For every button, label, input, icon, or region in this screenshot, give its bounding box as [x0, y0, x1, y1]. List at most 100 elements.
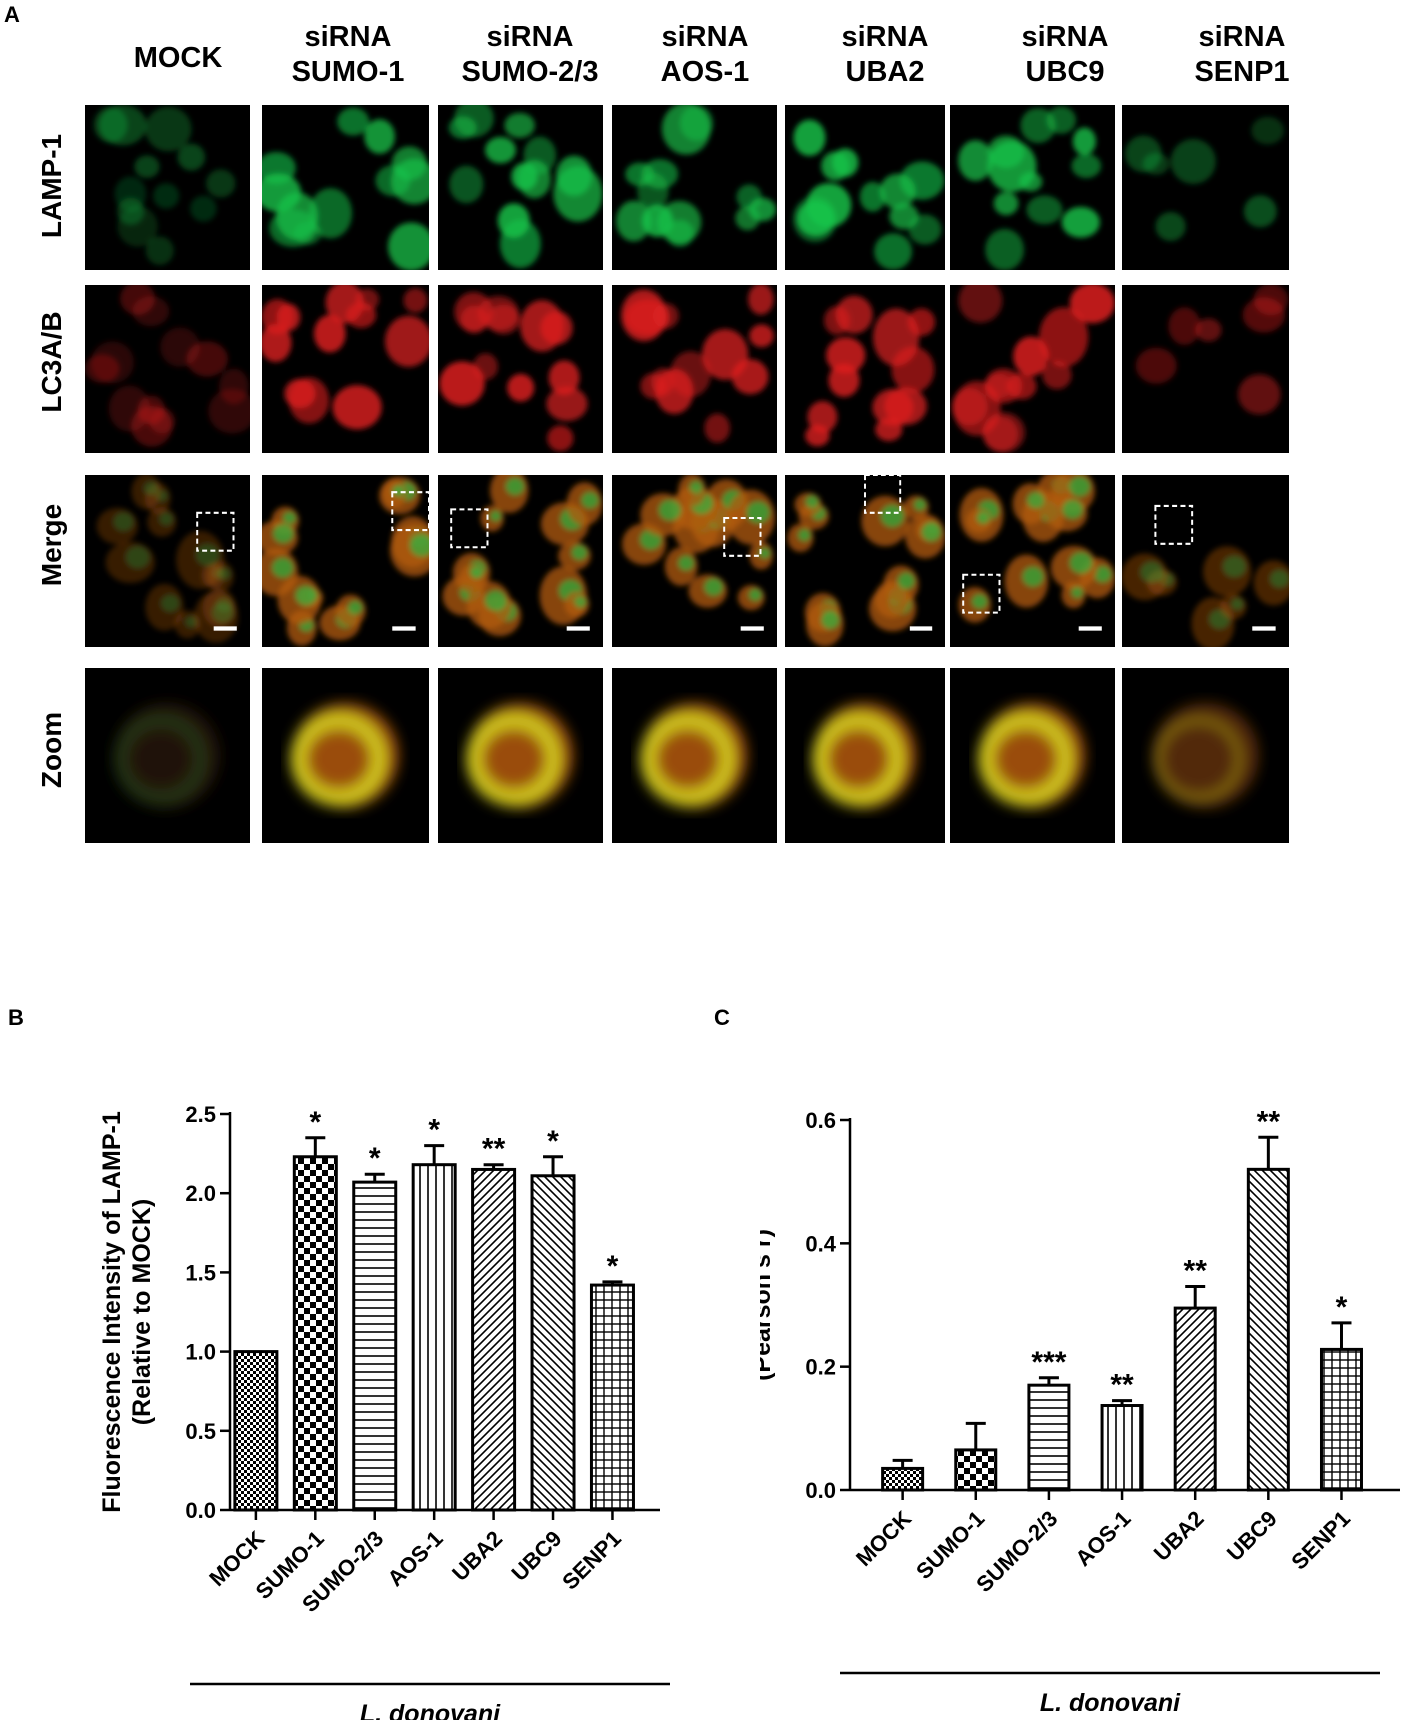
micrograph-merge-4	[785, 475, 945, 647]
chart-c: 0.00.20.40.6Pearson correlation coeffici…	[760, 1060, 1410, 1720]
micrograph-zoom-0	[85, 668, 250, 843]
micrograph-zoom-4	[785, 668, 945, 843]
y-tick-label: 2.0	[185, 1181, 216, 1206]
bar-uba2	[471, 1167, 517, 1512]
significance-mark: *	[309, 1106, 321, 1139]
y-tick-label: 1.5	[185, 1260, 216, 1285]
bar-ubc9	[1246, 1167, 1290, 1492]
row-label-zoom: Zoom	[36, 711, 67, 789]
y-tick-label: 0.5	[185, 1419, 216, 1444]
col-head-line2: SUMO-1	[291, 56, 405, 88]
micrograph-merge-5	[950, 475, 1115, 647]
micrograph-merge-2	[438, 475, 603, 647]
col-head-sumo23: siRNA SUMO-2/3	[445, 20, 615, 90]
group-label: L. donovani	[360, 1700, 501, 1720]
col-head-ubc9: siRNA UBC9	[980, 20, 1150, 90]
micrograph-merge-6	[1122, 475, 1289, 647]
x-tick-label: AOS-1	[1070, 1506, 1135, 1571]
bar-sumo-1	[954, 1448, 998, 1492]
col-head-line2: UBC9	[1025, 56, 1105, 88]
col-head-line1: siRNA	[661, 21, 749, 53]
micrograph-lc3-5	[950, 285, 1115, 453]
bar-sumo-2-3	[352, 1180, 398, 1512]
col-head-uba2: siRNA UBA2	[800, 20, 970, 90]
significance-mark: *	[607, 1250, 619, 1283]
col-head-line1: siRNA	[486, 21, 574, 53]
panel-c-letter: C	[714, 1005, 730, 1030]
y-tick-label: 0.0	[805, 1478, 836, 1503]
col-head-line2: UBA2	[845, 56, 925, 88]
chart-b: 0.0 0.5 1.0 1.5 2.0 2.5 Fluorescence Intensity…	[40, 1080, 700, 1720]
col-head-line2: SENP1	[1194, 56, 1290, 88]
col-head-line2: SUMO-2/3	[461, 56, 599, 88]
micrograph-lamp1-0	[85, 105, 250, 270]
y-tick-label: 2.5	[185, 1102, 216, 1127]
micrograph-lamp1-1	[262, 105, 429, 270]
bar-mock	[233, 1350, 279, 1512]
y-tick-label: 0.6	[805, 1108, 836, 1133]
col-head-line1: siRNA	[304, 21, 392, 53]
micrograph-merge-1	[262, 475, 429, 647]
col-head-line1: siRNA	[1021, 21, 1109, 53]
x-tick-label: UBA2	[1149, 1506, 1209, 1566]
y-axis-label-line2: (Relative to MOCK)	[128, 1199, 156, 1425]
significance-mark: *	[1336, 1291, 1348, 1324]
y-tick-label: 1.0	[185, 1340, 216, 1365]
significance-mark: *	[547, 1125, 559, 1158]
x-tick-label: UBC9	[1222, 1506, 1282, 1566]
y-axis-label: Fluorescence Intensity of LAMP-1	[98, 1111, 126, 1513]
micrograph-zoom-1	[262, 668, 429, 843]
micrograph-lc3-4	[785, 285, 945, 453]
y-tick-label: 0.2	[805, 1355, 836, 1380]
micrograph-lc3-0	[85, 285, 250, 453]
significance-mark: **	[1184, 1255, 1208, 1288]
bar-aos-1	[1100, 1404, 1144, 1492]
bar-ubc9	[530, 1174, 576, 1512]
col-head-senp1: siRNA SENP1	[1157, 20, 1327, 90]
micrograph-zoom-3	[612, 668, 777, 843]
bar-uba2	[1173, 1306, 1217, 1492]
micrograph-lc3-2	[438, 285, 603, 453]
micrograph-lamp1-2	[438, 105, 603, 270]
micrograph-lc3-6	[1122, 285, 1289, 453]
micrograph-lc3-1	[262, 285, 429, 453]
micrograph-zoom-2	[438, 668, 603, 843]
micrograph-lamp1-3	[612, 105, 777, 270]
micrograph-zoom-5	[950, 668, 1115, 843]
micrograph-merge-3	[612, 475, 777, 647]
micrograph-lamp1-4	[785, 105, 945, 270]
chart-b-svg: 0.0 0.5 1.0 1.5 2.0 2.5 Fluorescence Intensity…	[98, 1102, 670, 1720]
significance-mark: **	[1110, 1369, 1134, 1402]
bar-mock	[881, 1466, 925, 1492]
y-axis-label-line2: (Pearson's r)	[760, 1229, 776, 1381]
micrograph-lamp1-5	[950, 105, 1115, 270]
significance-mark: *	[428, 1114, 440, 1147]
bar-senp1	[1319, 1347, 1363, 1492]
x-tick-label: UBA2	[447, 1526, 507, 1586]
significance-mark: **	[482, 1133, 506, 1166]
x-tick-label: MOCK	[851, 1506, 916, 1571]
bar-sumo-2-3	[1027, 1383, 1071, 1492]
row-label-lamp1: LAMP-1	[36, 133, 67, 239]
micrograph-zoom-6	[1122, 668, 1289, 843]
col-head-line2: AOS-1	[660, 56, 750, 88]
y-tick-label: 0.0	[185, 1498, 216, 1523]
bar-aos-1	[411, 1163, 457, 1512]
y-tick-label: 0.4	[805, 1231, 836, 1256]
significance-mark: ***	[1031, 1346, 1066, 1379]
col-head-line2: MOCK	[133, 42, 223, 74]
bar-sumo-1	[292, 1155, 338, 1512]
col-head-aos1: siRNA AOS-1	[620, 20, 790, 90]
micrograph-lc3-3	[612, 285, 777, 453]
panel-a-letter: A	[4, 2, 20, 27]
col-head-mock: MOCK	[93, 20, 263, 76]
col-head-sumo1: siRNA SUMO-1	[263, 20, 433, 90]
group-label: L. donovani	[1040, 1689, 1181, 1717]
x-tick-label: SENP1	[557, 1526, 626, 1595]
micrograph-merge-0	[85, 475, 250, 647]
row-label-lc3ab: LC3A/B	[36, 311, 67, 413]
x-tick-label: AOS-1	[382, 1526, 447, 1591]
x-tick-label: SENP1	[1286, 1506, 1355, 1575]
row-label-merge: Merge	[36, 503, 67, 587]
col-head-line1: siRNA	[841, 21, 929, 53]
